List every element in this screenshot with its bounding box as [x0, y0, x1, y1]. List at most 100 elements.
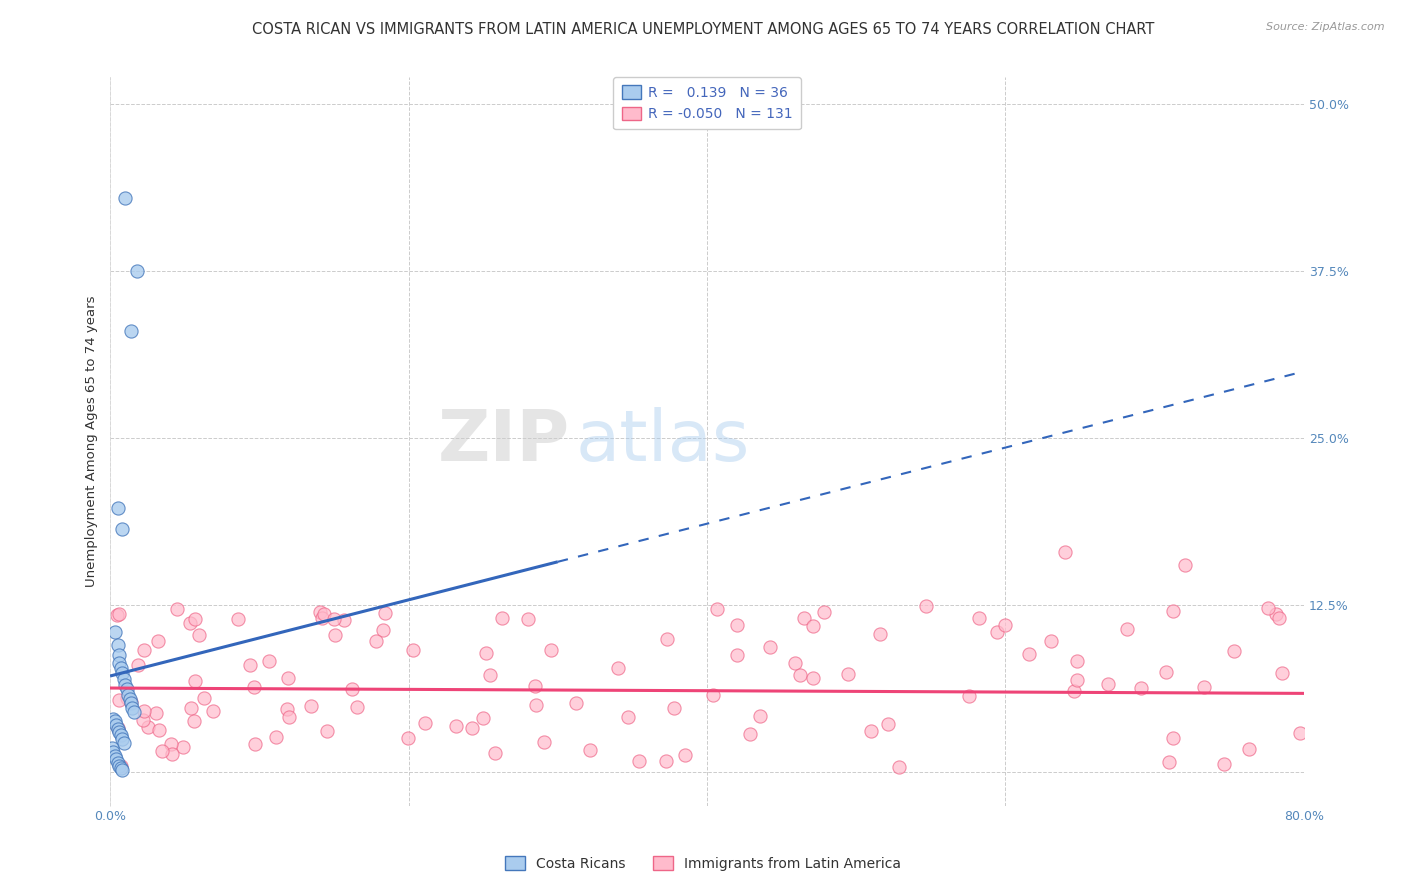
- Immigrants from Latin America: [150, 743, 173, 757]
- Immigrants from Latin America: [323, 628, 346, 642]
- Immigrants from Latin America: [725, 648, 748, 662]
- Costa Ricans: [107, 638, 129, 652]
- Legend: Costa Ricans, Immigrants from Latin America: Costa Ricans, Immigrants from Latin Amer…: [499, 851, 907, 876]
- Immigrants from Latin America: [801, 672, 824, 686]
- Immigrants from Latin America: [1268, 611, 1291, 625]
- Immigrants from Latin America: [340, 681, 363, 696]
- Immigrants from Latin America: [1130, 681, 1153, 695]
- Immigrants from Latin America: [148, 723, 170, 737]
- Immigrants from Latin America: [110, 759, 132, 773]
- Immigrants from Latin America: [245, 737, 267, 751]
- Immigrants from Latin America: [523, 679, 546, 693]
- Immigrants from Latin America: [1161, 604, 1184, 618]
- Immigrants from Latin America: [323, 611, 346, 625]
- Text: Source: ZipAtlas.com: Source: ZipAtlas.com: [1267, 22, 1385, 32]
- Text: COSTA RICAN VS IMMIGRANTS FROM LATIN AMERICA UNEMPLOYMENT AMONG AGES 65 TO 74 YE: COSTA RICAN VS IMMIGRANTS FROM LATIN AME…: [252, 22, 1154, 37]
- Costa Ricans: [110, 661, 132, 675]
- Immigrants from Latin America: [1066, 654, 1088, 668]
- Immigrants from Latin America: [461, 721, 484, 735]
- Immigrants from Latin America: [1223, 644, 1246, 658]
- Legend: R =   0.139   N = 36, R = -0.050   N = 131: R = 0.139 N = 36, R = -0.050 N = 131: [613, 77, 801, 129]
- Immigrants from Latin America: [517, 611, 540, 625]
- Immigrants from Latin America: [180, 700, 202, 714]
- Immigrants from Latin America: [627, 754, 650, 768]
- Immigrants from Latin America: [673, 748, 696, 763]
- Immigrants from Latin America: [749, 709, 772, 723]
- Immigrants from Latin America: [264, 730, 287, 744]
- Immigrants from Latin America: [107, 722, 129, 736]
- Immigrants from Latin America: [446, 719, 468, 733]
- Immigrants from Latin America: [1063, 684, 1085, 698]
- Immigrants from Latin America: [115, 691, 138, 706]
- Immigrants from Latin America: [994, 617, 1017, 632]
- Immigrants from Latin America: [655, 754, 678, 768]
- Costa Ricans: [105, 718, 128, 732]
- Immigrants from Latin America: [160, 747, 183, 762]
- Immigrants from Latin America: [277, 710, 299, 724]
- Immigrants from Latin America: [172, 739, 194, 754]
- Immigrants from Latin America: [312, 607, 335, 621]
- Immigrants from Latin America: [1066, 673, 1088, 687]
- Text: ZIP: ZIP: [437, 407, 569, 476]
- Immigrants from Latin America: [396, 731, 419, 745]
- Immigrants from Latin America: [860, 724, 883, 739]
- Immigrants from Latin America: [785, 656, 807, 670]
- Immigrants from Latin America: [120, 695, 142, 709]
- Immigrants from Latin America: [579, 742, 602, 756]
- Immigrants from Latin America: [127, 657, 149, 672]
- Immigrants from Latin America: [606, 660, 628, 674]
- Immigrants from Latin America: [183, 714, 205, 728]
- Immigrants from Latin America: [1265, 607, 1288, 622]
- Immigrants from Latin America: [1159, 756, 1181, 770]
- Immigrants from Latin America: [132, 704, 155, 718]
- Immigrants from Latin America: [484, 746, 506, 760]
- Immigrants from Latin America: [657, 632, 679, 646]
- Costa Ricans: [114, 191, 136, 205]
- Costa Ricans: [120, 696, 142, 710]
- Immigrants from Latin America: [837, 666, 859, 681]
- Costa Ricans: [112, 736, 135, 750]
- Immigrants from Latin America: [491, 611, 513, 625]
- Immigrants from Latin America: [333, 613, 356, 627]
- Immigrants from Latin America: [915, 599, 938, 613]
- Immigrants from Latin America: [105, 608, 128, 623]
- Immigrants from Latin America: [479, 668, 502, 682]
- Costa Ricans: [108, 725, 131, 739]
- Immigrants from Latin America: [415, 716, 437, 731]
- Immigrants from Latin America: [134, 643, 156, 657]
- Immigrants from Latin America: [1097, 677, 1119, 691]
- Immigrants from Latin America: [311, 611, 333, 625]
- Immigrants from Latin America: [1213, 757, 1236, 772]
- Immigrants from Latin America: [187, 628, 209, 642]
- Costa Ricans: [120, 324, 142, 338]
- Costa Ricans: [111, 763, 134, 777]
- Immigrants from Latin America: [1237, 741, 1260, 756]
- Costa Ricans: [117, 688, 139, 702]
- Immigrants from Latin America: [524, 698, 547, 712]
- Costa Ricans: [103, 624, 125, 639]
- Immigrants from Latin America: [228, 612, 250, 626]
- Immigrants from Latin America: [193, 690, 215, 705]
- Costa Ricans: [108, 656, 131, 670]
- Immigrants from Latin America: [738, 726, 761, 740]
- Immigrants from Latin America: [371, 623, 394, 637]
- Immigrants from Latin America: [108, 692, 131, 706]
- Immigrants from Latin America: [374, 606, 396, 620]
- Immigrants from Latin America: [239, 658, 262, 673]
- Immigrants from Latin America: [242, 680, 264, 694]
- Costa Ricans: [110, 761, 132, 775]
- Costa Ricans: [107, 756, 129, 770]
- Immigrants from Latin America: [471, 711, 494, 725]
- Immigrants from Latin America: [869, 627, 891, 641]
- Costa Ricans: [121, 701, 143, 715]
- Immigrants from Latin America: [801, 619, 824, 633]
- Immigrants from Latin America: [346, 699, 368, 714]
- Immigrants from Latin America: [148, 634, 170, 648]
- Immigrants from Latin America: [706, 601, 728, 615]
- Immigrants from Latin America: [402, 643, 425, 657]
- Immigrants from Latin America: [183, 612, 205, 626]
- Immigrants from Latin America: [533, 735, 555, 749]
- Immigrants from Latin America: [309, 605, 332, 619]
- Costa Ricans: [101, 745, 124, 759]
- Immigrants from Latin America: [986, 625, 1008, 640]
